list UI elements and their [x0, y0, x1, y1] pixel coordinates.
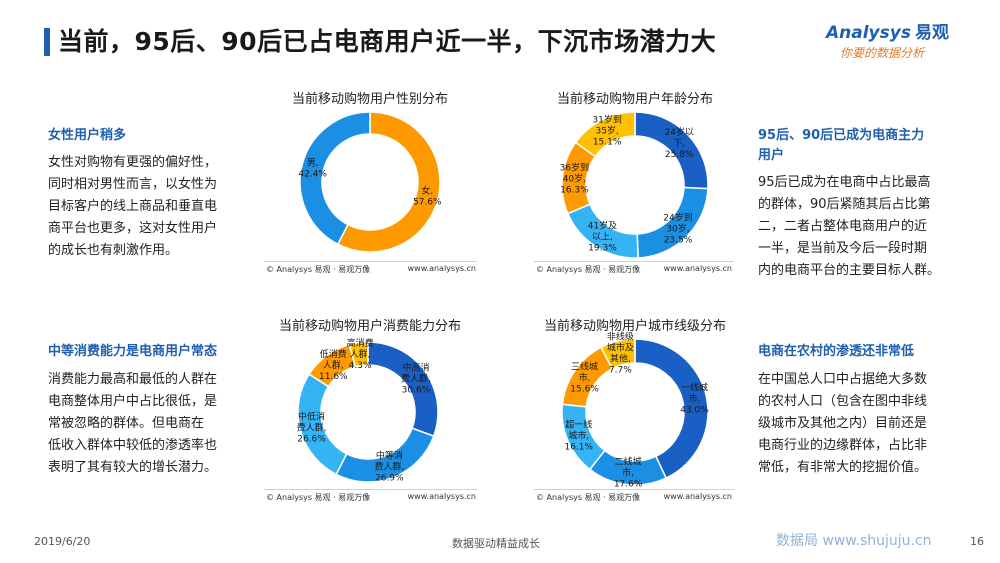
donut-slice — [574, 111, 636, 158]
page-number: 16 — [970, 535, 984, 548]
donut-slice — [348, 341, 369, 368]
body-line: 一半，是当前及今后一段时期 — [758, 241, 928, 256]
chart-footer-divider — [264, 261, 477, 262]
body-line: 级城市及其他之内）目前还是 — [758, 416, 928, 431]
middle-consumption-heading: 中等消费能力是电商用户常态 — [48, 344, 218, 359]
body-line: 常低，有非常大的挖掘价值。 — [758, 460, 928, 475]
slice-label: 超一线城市, 16.1% — [564, 419, 593, 453]
chart-source: © Analysys 易观 · 易观万像 — [536, 265, 641, 274]
logo-wordmark: Analysys 易观 — [826, 18, 949, 43]
slice-label: 24岁以下, 25.8% — [664, 126, 693, 160]
body-line: 消费能力最高和最低的人群在 — [48, 372, 218, 387]
young-users-heading: 95后、90后已成为电商主力 用户 — [758, 126, 924, 166]
body-line: 二，二者占整体电商用户的近 — [758, 219, 928, 234]
body-line: 的农村人口（包含在图中非线 — [758, 394, 928, 409]
heading-line: 用户 — [758, 148, 785, 163]
logo-tagline: 你要的数据分析 — [840, 46, 925, 60]
chart-footer: © Analysys 易观 · 易观万像 www.analysys.cn — [266, 264, 476, 276]
chart-footer-divider — [534, 261, 734, 262]
city-tier-donut-chart: 一线城市, 43.0% 二线城市, 17.6% 超一线城市, 16.1% 三线城市, 15.6… — [561, 330, 709, 490]
slice-label: 男, 42.4% — [298, 158, 327, 180]
young-users-body: 95后已成为在电商中占比最高 的群体，90后紧随其后占比第 二，二者占整体电商用… — [758, 172, 940, 282]
slice-label: 三线城市, 15.6% — [570, 361, 599, 395]
body-line: 女性对购物有更强的偏好性， — [48, 155, 218, 170]
footer-slogan: 数据驱动精益成长 — [452, 537, 540, 550]
slice-label: 非线级城市及其他, 7.7% — [607, 330, 634, 375]
body-line: 95后已成为在电商中占比最高 — [758, 175, 931, 190]
body-line: 目标客户的线上商品和垂直电 — [48, 199, 218, 214]
slice-label: 二线城市, 17.6% — [614, 456, 643, 490]
body-line: 常被忽略的群体。但电商在 — [48, 416, 205, 431]
rural-users-body: 在中国总人口中占据绝大多数 的农村人口（包含在图中非线 级城市及其他之内）目前还… — [758, 369, 927, 479]
body-line: 同时相对男性而言，以女性为 — [48, 177, 218, 192]
chart-source: © Analysys 易观 · 易观万像 — [266, 493, 371, 502]
chart-footer: © Analysys 易观 · 易观万像 www.analysys.cn — [266, 492, 476, 504]
chart-site: www.analysys.cn — [663, 492, 732, 501]
slice-label: 高消费人群, 4.3% — [347, 337, 374, 371]
slice-label: 低消费人群, 11.6% — [319, 348, 348, 382]
slice-label: 女, 57.6% — [413, 184, 442, 207]
slice-label: 31岁到 35岁, 15.1% — [592, 114, 621, 148]
body-line: 表明了其有较大的增长潜力。 — [48, 460, 218, 475]
title-accent-bar — [44, 28, 50, 56]
chart-source: © Analysys 易观 · 易观万像 — [266, 265, 371, 274]
slice-label: 24岁到 30岁, 23.5% — [663, 211, 692, 245]
body-line: 在中国总人口中占据绝大多数 — [758, 372, 928, 387]
logo-brand-cn: 易观 — [914, 23, 949, 43]
page-title: 当前，95后、90后已占电商用户近一半，下沉市场潜力大 — [58, 27, 717, 56]
slice-label: 中高消费人群, 30.6% — [401, 362, 431, 396]
report-date: 2019/6/20 — [34, 535, 91, 548]
chart-footer-divider — [534, 489, 734, 490]
chart-site: www.analysys.cn — [407, 492, 476, 501]
gender-donut-chart: 女, 57.6% 男, 42.4% — [298, 111, 442, 253]
site-watermark: 数据局 www.shujuju.cn — [776, 533, 932, 549]
slice-label: 一线城市, 43.0% — [680, 382, 709, 416]
female-users-body: 女性对购物有更强的偏好性， 同时相对男性而言，以女性为 目标客户的线上商品和垂直… — [48, 152, 217, 262]
body-line: 的成长也有刺激作用。 — [48, 243, 179, 258]
consumption-donut-chart: 中高消费人群, 30.6% 中等消费人群, 26.9% 中低消费人群, 26.6% 低消费人… — [297, 337, 439, 483]
chart-footer-divider — [264, 489, 477, 490]
slice-label: 中低消费人群, 26.6% — [297, 410, 327, 444]
slice-label: 36岁到 40岁, 16.3% — [560, 161, 589, 195]
female-users-heading: 女性用户稍多 — [48, 128, 127, 143]
body-line: 内的电商平台的主要目标人群。 — [758, 263, 941, 278]
heading-line: 95后、90后已成为电商主力 — [758, 128, 925, 143]
slice-label: 41岁及以上, 19.3% — [588, 220, 617, 254]
chart-title-city-tier: 当前移动购物用户城市线级分布 — [543, 319, 726, 334]
chart-footer: © Analysys 易观 · 易观万像 www.analysys.cn — [536, 264, 732, 276]
chart-title-gender: 当前移动购物用户性别分布 — [291, 92, 448, 107]
chart-source: © Analysys 易观 · 易观万像 — [536, 493, 641, 502]
chart-site: www.analysys.cn — [407, 264, 476, 273]
chart-footer: © Analysys 易观 · 易观万像 www.analysys.cn — [536, 492, 732, 504]
donut-slice — [634, 338, 709, 480]
body-line: 电商行业的边缘群体，占比非 — [758, 438, 928, 453]
slice-label: 中等消费人群, 26.9% — [374, 449, 404, 483]
body-line: 电商整体用户中占比很低，是 — [48, 394, 218, 409]
chart-site: www.analysys.cn — [663, 264, 732, 273]
body-line: 的群体，90后紧随其后占比第 — [758, 197, 931, 212]
chart-title-consumption: 当前移动购物用户消费能力分布 — [278, 319, 461, 334]
body-line: 商平台也更多，这对女性用户 — [48, 221, 218, 236]
heading-line: 电商在农村的渗透还非常低 — [758, 344, 915, 359]
body-line: 低收入群体中较低的渗透率也 — [48, 438, 218, 453]
logo-brand-en: Analysys — [826, 23, 911, 43]
analysys-logo: Analysys 易观 你要的数据分析 — [826, 18, 976, 68]
donut-slice — [336, 111, 441, 253]
age-donut-chart: 24岁以下, 25.8% 24岁到 30岁, 23.5% 41岁及以上, 19.3% 36岁到… — [560, 111, 709, 259]
rural-users-heading: 电商在农村的渗透还非常低 — [758, 342, 914, 362]
donut-slice — [299, 111, 371, 246]
donut-slice — [600, 338, 636, 370]
middle-consumption-body: 消费能力最高和最低的人群在 电商整体用户中占比很低，是 常被忽略的群体。但电商在… — [48, 369, 217, 479]
chart-title-age: 当前移动购物用户年龄分布 — [556, 92, 713, 107]
